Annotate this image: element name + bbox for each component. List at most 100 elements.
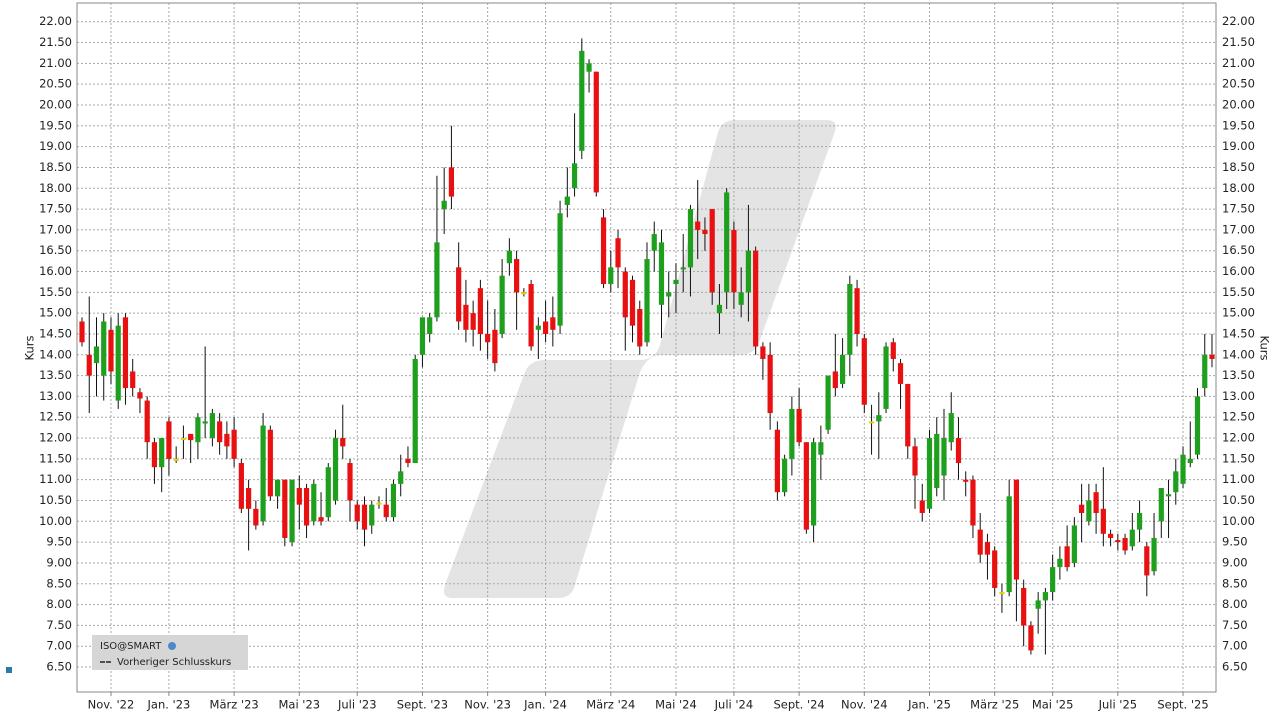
y2-tick-label: 7.00: [1222, 639, 1248, 653]
plot-frame: [76, 2, 1217, 693]
candle-body: [854, 288, 860, 334]
y-tick-label: 16.50: [39, 243, 72, 257]
candle-body: [303, 488, 310, 526]
candle-body: [296, 488, 302, 505]
candle-body: [289, 479, 295, 543]
candle-body: [340, 438, 346, 447]
candle-body: [325, 467, 331, 518]
y2-axis-label: Kurs: [1258, 336, 1272, 361]
y2-tick-label: 21.50: [1222, 35, 1255, 49]
candle-body: [159, 438, 165, 468]
candle-body: [861, 338, 867, 405]
y2-tick-label: 11.50: [1222, 451, 1255, 465]
candle-body: [137, 392, 143, 399]
candle-body: [246, 488, 252, 509]
y2-tick-label: 11.00: [1222, 472, 1255, 486]
candle-body: [405, 458, 411, 464]
candle-body: [593, 71, 599, 193]
candle-body: [1194, 396, 1201, 455]
candle-body: [188, 433, 194, 441]
candle-body: [93, 346, 100, 364]
candle-body: [977, 529, 983, 555]
y2-tick-label: 20.50: [1222, 77, 1255, 91]
candle-body: [376, 502, 382, 505]
y-tick-label: 7.50: [46, 618, 72, 632]
y2-tick-label: 14.50: [1222, 326, 1255, 340]
candle-body: [274, 479, 281, 497]
y-tick-label: 19.00: [39, 139, 72, 153]
candle-body: [477, 288, 483, 334]
candle-body: [1064, 546, 1070, 568]
candle-body: [832, 371, 838, 389]
candle-body: [803, 442, 809, 530]
candles: [79, 38, 1215, 655]
candle-body: [883, 346, 889, 409]
y2-tick-label: 10.00: [1222, 514, 1255, 528]
candle-body: [970, 479, 976, 526]
candle-body: [224, 433, 230, 447]
y2-tick-label: 12.00: [1222, 431, 1255, 445]
candle-body: [1202, 354, 1208, 389]
candle-body: [912, 446, 918, 476]
candle-body: [427, 317, 433, 334]
candle-body: [354, 504, 360, 522]
candle-body: [86, 354, 92, 376]
x-tick-label: Juli '24: [714, 698, 754, 712]
legend-line-label: Vorheriger Schlusskurs: [117, 657, 231, 668]
y-tick-label: 11.00: [39, 472, 72, 486]
y2-tick-label: 21.00: [1222, 56, 1255, 70]
candle-body: [680, 267, 686, 270]
y-tick-label: 11.50: [39, 451, 72, 465]
candle-body: [369, 504, 375, 526]
candle-body: [499, 275, 505, 334]
candle-body: [398, 471, 404, 484]
candle-body: [282, 479, 288, 538]
watermark: [444, 120, 836, 598]
candle-body: [173, 458, 179, 461]
x-tick-label: Nov. '22: [88, 698, 135, 712]
x-tick-label: Nov. '23: [464, 698, 511, 712]
y-tick-label: 10.50: [39, 493, 72, 507]
candle-body: [144, 400, 150, 443]
candle-body: [1115, 540, 1121, 543]
candle-body: [1136, 512, 1143, 530]
candle-body: [847, 284, 853, 355]
candle-body: [868, 421, 875, 424]
candle-body: [1209, 354, 1215, 359]
candle-body: [202, 421, 208, 424]
candle-body: [1035, 600, 1041, 609]
candle-body: [419, 317, 426, 355]
x-tick-label: März '23: [210, 698, 259, 712]
y-tick-label: 14.00: [39, 347, 72, 361]
candle-body: [1129, 529, 1135, 547]
y2-tick-label: 17.00: [1222, 222, 1255, 236]
y-tick-label: 19.50: [39, 118, 72, 132]
candle-body: [839, 354, 846, 384]
y-tick-label: 9.50: [46, 535, 72, 549]
candle-body: [1013, 479, 1020, 580]
candle-body: [992, 550, 998, 588]
candle-body: [666, 292, 672, 297]
y2-tick-label: 9.50: [1222, 535, 1248, 549]
y2-tick-label: 22.00: [1222, 14, 1255, 28]
candle-body: [600, 217, 607, 285]
candle-body: [724, 192, 730, 293]
y2-tick-label: 13.50: [1222, 368, 1255, 382]
candle-body: [767, 354, 773, 414]
candle-body: [217, 421, 223, 443]
candle-body: [383, 504, 389, 518]
candle-body: [108, 329, 114, 372]
candle-body: [267, 429, 273, 497]
x-tick-label: März '25: [970, 698, 1019, 712]
x-tick-label: Sept. '23: [397, 698, 448, 712]
candle-body: [122, 317, 129, 389]
x-tick-label: Jan. '24: [523, 698, 567, 712]
candle-body: [318, 517, 324, 522]
candle-body: [506, 250, 512, 264]
candle-body: [1151, 537, 1157, 572]
candle-body: [311, 483, 317, 522]
candle-body: [564, 196, 570, 205]
candle-body: [130, 371, 136, 389]
y-tick-label: 21.00: [39, 56, 72, 70]
